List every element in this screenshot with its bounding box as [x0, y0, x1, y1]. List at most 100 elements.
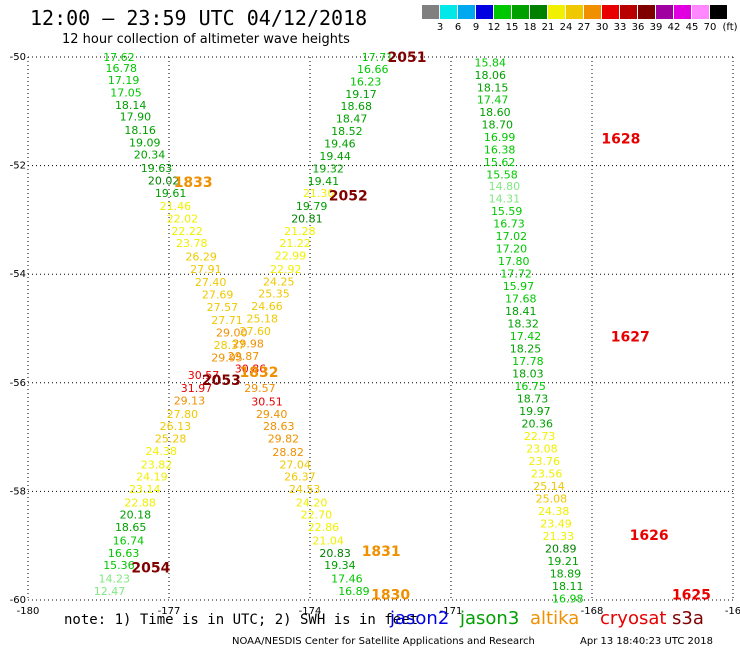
wave-height-value: 16.73 [493, 218, 525, 231]
wave-height-value: 16.99 [484, 131, 516, 144]
wave-height-value: 20.36 [522, 418, 554, 431]
wave-height-value: 20.02 [148, 174, 180, 187]
wave-height-value: 16.78 [106, 62, 138, 75]
pass-time-label: 1832 [240, 365, 279, 381]
wave-height-value: 20.89 [545, 542, 577, 555]
legend-label: 30 [595, 22, 609, 33]
wave-height-value: 21.04 [312, 534, 344, 547]
wave-height-value: 22.22 [171, 225, 203, 238]
wave-height-value: 17.05 [110, 86, 142, 99]
wave-height-value: 27.69 [202, 288, 234, 301]
wave-height-value: 20.34 [134, 149, 166, 162]
wave-height-value: 19.41 [308, 175, 340, 188]
legend-label: 70 [703, 22, 717, 33]
wave-height-value: 28.37 [214, 339, 246, 352]
wave-height-value: 24.38 [538, 505, 570, 518]
y-tick-label: -60 [10, 595, 26, 606]
pass-time-label: 2054 [131, 560, 170, 576]
wave-height-value: 25.35 [258, 288, 290, 301]
wave-height-value: 18.03 [512, 368, 544, 381]
wave-height-value: 14.80 [489, 180, 520, 193]
wave-height-value: 24.66 [251, 300, 283, 313]
legend-swatch [422, 5, 439, 19]
units-note: note: 1) Time is in UTC; 2) SWH is in fe… [64, 612, 419, 628]
wave-height-value: 23.76 [529, 455, 561, 468]
y-tick-label: -54 [10, 269, 26, 280]
wave-height-value: 17.02 [496, 230, 528, 243]
wave-height-value: 24.25 [263, 275, 295, 288]
wave-height-value: 22.70 [301, 509, 333, 522]
y-tick-label: -50 [10, 52, 26, 63]
wave-height-value: 21.22 [279, 237, 311, 250]
wave-height-value: 17.42 [510, 330, 542, 343]
wave-height-value: 16.66 [357, 63, 389, 76]
legend-swatch [692, 5, 709, 19]
page-subtitle: 12 hour collection of altimeter wave hei… [62, 32, 350, 47]
wave-height-value: 29.98 [232, 338, 264, 351]
y-tick-label: -58 [10, 486, 26, 497]
wave-height-value: 21.28 [284, 225, 316, 238]
wave-height-value: 22.92 [270, 263, 302, 276]
wave-height-value: 27.60 [240, 325, 272, 338]
pass-time-label: 1830 [371, 588, 410, 604]
wave-height-value: 15.58 [486, 168, 518, 181]
wave-height-value: 25.14 [533, 480, 565, 493]
wave-height-value: 24.38 [146, 445, 178, 458]
wave-height-value: 23.56 [531, 467, 563, 480]
pass-time-label: 1625 [672, 588, 711, 604]
wave-height-value: 29.95 [211, 351, 243, 364]
wave-height-value: 22.02 [167, 212, 199, 225]
wave-height-value: 17.68 [505, 293, 537, 306]
wave-height-value: 18.06 [475, 69, 507, 82]
wave-height-value: 29.13 [174, 395, 206, 408]
wave-height-value: 16.98 [552, 592, 584, 605]
legend-swatch [494, 5, 511, 19]
wave-height-value: 27.91 [190, 263, 222, 276]
wave-height-value: 29.87 [228, 350, 260, 363]
wave-height-value: 19.61 [155, 187, 187, 200]
wave-height-value: 18.15 [477, 81, 509, 94]
wave-height-value: 19.17 [345, 88, 377, 101]
satellite-name-jason2: jason2 [390, 608, 450, 629]
wave-height-value: 23.14 [129, 483, 161, 496]
x-tick-label: -177 [158, 606, 181, 617]
pass-time-label: 1833 [174, 175, 213, 191]
wave-height-value: 18.32 [507, 318, 539, 331]
wave-height-value: 21.30 [303, 187, 335, 200]
wave-height-value: 19.46 [324, 137, 356, 150]
legend-label: 9 [472, 22, 480, 33]
wave-height-value: 21.46 [160, 200, 192, 213]
wave-height-value: 17.20 [496, 243, 528, 256]
wave-height-value: 20.18 [120, 509, 151, 522]
pass-time-label: 1627 [611, 330, 650, 346]
wave-height-value: 27.80 [167, 408, 199, 421]
legend-label: 6 [454, 22, 462, 33]
wave-height-value: 19.44 [319, 150, 351, 163]
wave-height-value: 18.52 [331, 125, 363, 138]
wave-height-value: 15.97 [503, 280, 535, 293]
wave-height-value: 19.34 [324, 559, 356, 572]
wave-height-value: 30.86 [235, 363, 266, 376]
legend-unit: (ft) [722, 22, 738, 33]
legend-swatch [656, 5, 673, 19]
wave-height-value: 21.33 [543, 530, 575, 543]
wave-height-value: 15.59 [491, 205, 523, 218]
wave-height-value: 25.08 [536, 492, 568, 505]
satellite-name-altika: altika [530, 608, 580, 629]
wave-height-value: 19.63 [141, 162, 173, 175]
legend-label: 39 [649, 22, 663, 33]
color-legend: 3 6 9 12 15 18 21 24 27 30 33 36 39 42 45 70 (ft) [422, 5, 740, 35]
legend-swatch [512, 5, 529, 19]
wave-height-value: 27.04 [279, 458, 311, 471]
wave-height-value: 18.65 [115, 521, 147, 534]
wave-height-value: 18.11 [552, 580, 584, 593]
legend-label: 15 [505, 22, 519, 33]
wave-height-value: 19.32 [312, 162, 344, 175]
pass-time-label: 2052 [329, 188, 368, 204]
wave-height-value: 29.00 [216, 326, 248, 339]
wave-height-value: 17.80 [498, 255, 530, 268]
satellite-name-s3a: s3a [672, 608, 704, 629]
satellite-name-cryosat: cryosat [600, 608, 667, 629]
legend-swatch [584, 5, 601, 19]
wave-height-value: 22.99 [275, 250, 307, 263]
